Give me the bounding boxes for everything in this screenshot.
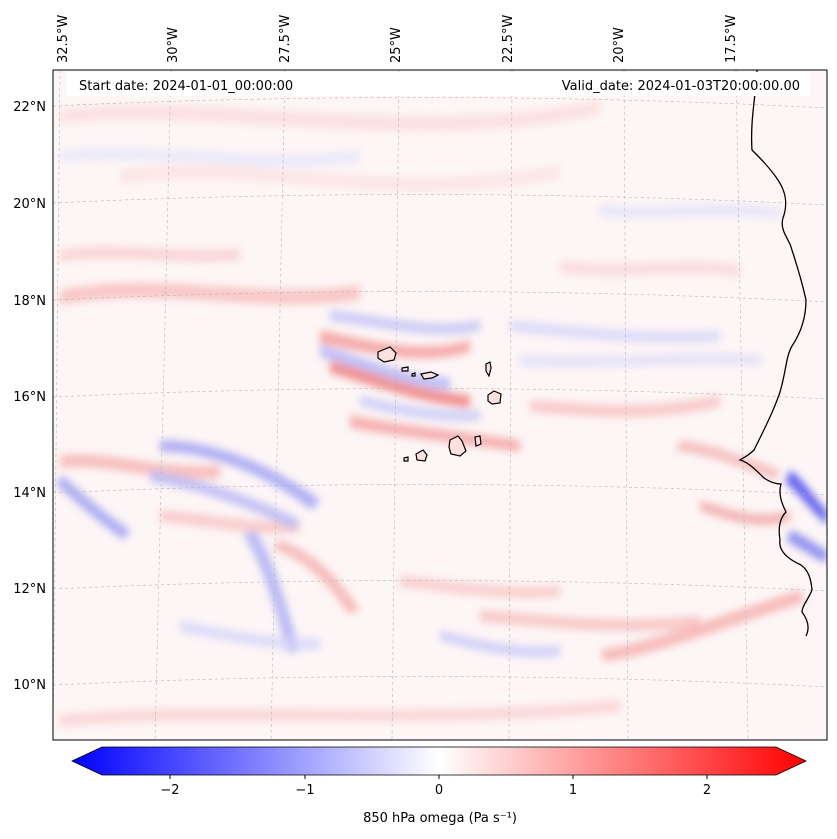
lat-label-16n: 16°N (13, 390, 46, 405)
lon-label-17-5w: 17.5°W (724, 15, 739, 63)
omega-field (56, 100, 827, 727)
lat-label-20n: 20°N (13, 197, 46, 212)
colorbar-tick-label: 1 (569, 783, 577, 798)
lon-label-32-5w: 32.5°W (56, 15, 71, 63)
lon-label-20w: 20°W (612, 27, 627, 63)
start-date-label: Start date: 2024-01-01_00:00:00 (79, 79, 293, 94)
longitude-labels: 32.5°W 30°W 27.5°W 25°W 22.5°W 20°W 17.5… (56, 15, 739, 63)
colorbar-tick-label: −2 (160, 783, 179, 798)
lat-label-14n: 14°N (13, 486, 46, 501)
latitude-labels: 22°N 20°N 18°N 16°N 14°N 12°N 10°N (13, 100, 46, 693)
islands (377, 346, 502, 462)
map-frame (52, 69, 828, 741)
lat-label-12n: 12°N (13, 582, 46, 597)
header-box (66, 72, 810, 96)
lon-label-25w: 25°W (389, 27, 404, 63)
colorbar-bar (71, 746, 807, 776)
lon-label-22-5w: 22.5°W (501, 15, 516, 63)
map-panel: Start date: 2024-01-01_00:00:00 Valid_da… (52, 69, 828, 741)
colorbar-tick-label: 0 (435, 783, 443, 798)
colorbar-tick-label: −1 (295, 783, 314, 798)
lon-label-30w: 30°W (166, 27, 181, 63)
colorbar-label: 850 hPa omega (Pa s⁻¹) (363, 811, 517, 826)
lon-label-27-5w: 27.5°W (278, 15, 293, 63)
graticule (53, 70, 827, 740)
lat-label-10n: 10°N (13, 678, 46, 693)
colorbar-tick-label: 2 (703, 783, 711, 798)
valid-date-label: Valid_date: 2024-01-03T20:00:00.00 (562, 79, 800, 94)
coastline (738, 70, 813, 637)
colorbar: −2 −1 0 1 2 850 hPa omega (Pa s⁻¹) (71, 746, 807, 826)
lat-label-22n: 22°N (13, 100, 46, 115)
lat-label-18n: 18°N (13, 294, 46, 309)
